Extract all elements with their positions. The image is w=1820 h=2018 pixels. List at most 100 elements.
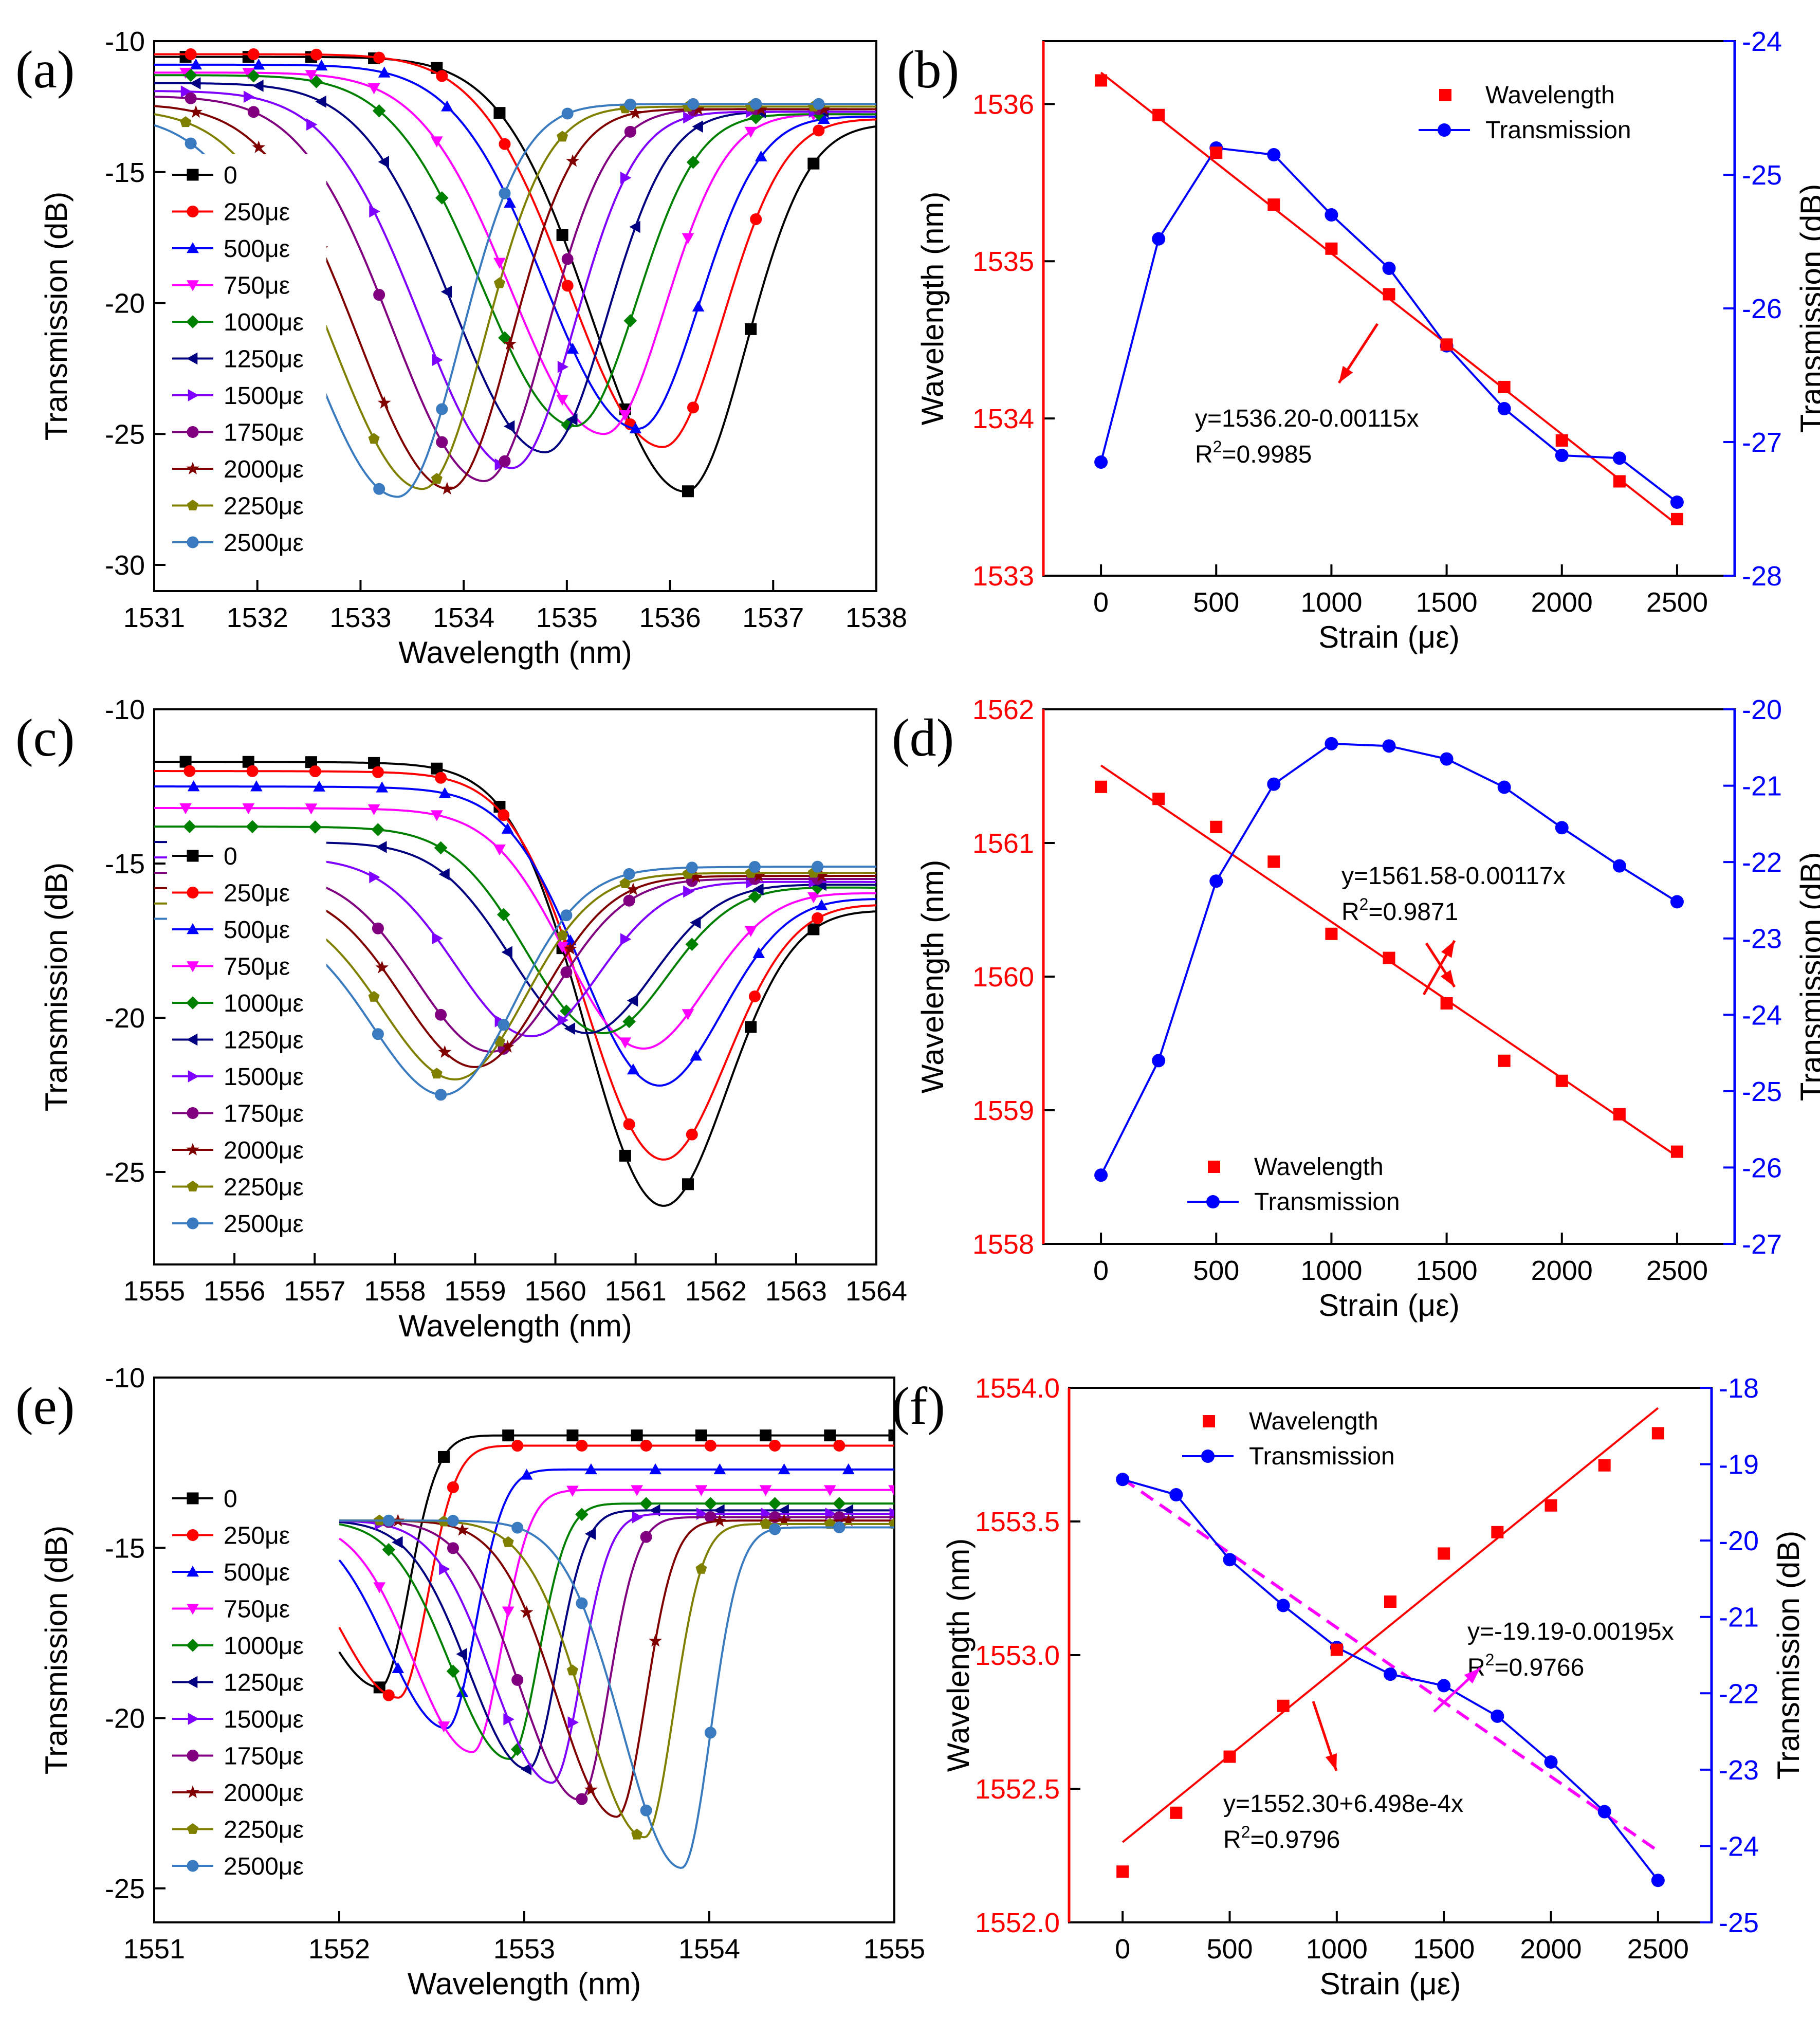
panel-0: (a) 1531 1532 1533 1534 1535 1536 1537 1538 -10 -1… xyxy=(15,26,907,670)
legend-label: 0 xyxy=(224,162,237,189)
spectrum-marker-2 xyxy=(818,113,830,124)
spectrum-line-5 xyxy=(339,1509,894,1770)
legend-label: Wavelength xyxy=(1485,82,1615,109)
legend-marker-wavelength xyxy=(1439,89,1451,101)
x-tick-label: 1532 xyxy=(227,602,288,633)
spectrum-marker-1 xyxy=(748,990,761,1002)
legend-label: 1750με xyxy=(224,1743,304,1770)
legend-label: 500με xyxy=(224,1559,290,1586)
y2-tick-label: -21 xyxy=(1719,1602,1759,1633)
spectrum-marker-10 xyxy=(833,1521,845,1534)
y2-tick-label: -21 xyxy=(1742,771,1782,802)
spectrum-marker-2 xyxy=(815,899,828,910)
fit-line-0 xyxy=(1122,1407,1659,1843)
y-tick-label: 1535 xyxy=(972,246,1034,277)
legend-label: 2250με xyxy=(224,1174,304,1201)
spectrum-marker-1 xyxy=(511,1440,524,1452)
y2-tick-label: -24 xyxy=(1719,1831,1759,1862)
y2-tick-label: -24 xyxy=(1742,26,1782,57)
legend-label: 1500με xyxy=(224,1706,304,1733)
spectrum-marker-8 xyxy=(584,1783,598,1796)
legend-marker xyxy=(187,1107,199,1119)
x-tick-label: 1500 xyxy=(1416,587,1478,618)
spectrum-marker-9 xyxy=(824,1518,836,1529)
spectrum-marker-3 xyxy=(242,803,255,815)
legend-marker xyxy=(187,499,199,510)
legend: Wavelength Transmission xyxy=(1182,1408,1395,1470)
spectrum-marker-3 xyxy=(556,394,568,406)
spectrum-marker-6 xyxy=(557,360,569,373)
transmission-point xyxy=(1152,232,1166,246)
spectrum-marker-10 xyxy=(372,1028,384,1040)
transmission-point xyxy=(1612,451,1626,465)
wavelength-point xyxy=(1651,1427,1664,1440)
spectrum-marker-7 xyxy=(640,1531,652,1543)
spectrum-marker-4 xyxy=(768,1497,782,1510)
x-tick-label: 0 xyxy=(1093,1255,1109,1286)
spectrum-marker-10 xyxy=(812,860,824,873)
wavelength-point xyxy=(1498,1054,1511,1067)
r-superscript: 2 xyxy=(1213,437,1222,456)
spectrum-marker-7 xyxy=(560,966,573,978)
spectrum-marker-2 xyxy=(313,780,325,792)
spectrum-marker-0 xyxy=(745,323,757,335)
spectrum-marker-9 xyxy=(557,929,568,941)
spectrum-marker-0 xyxy=(619,1149,631,1162)
spectrum-marker-5 xyxy=(627,994,638,1007)
spectrum-marker-10 xyxy=(560,909,573,922)
spectrum-marker-6 xyxy=(439,1563,450,1575)
spectrum-marker-6 xyxy=(632,1511,644,1524)
legend-label: 0 xyxy=(224,843,237,870)
spectrum-marker-6 xyxy=(369,871,380,884)
spectrum-marker-1 xyxy=(373,51,385,64)
plot-frame xyxy=(153,708,877,1265)
x-tick-label: 1557 xyxy=(284,1276,345,1307)
legend-label: 2000με xyxy=(224,456,304,483)
transmission-point xyxy=(1116,1473,1130,1487)
legend-marker xyxy=(187,169,199,181)
legend-label: 2500με xyxy=(224,1853,304,1880)
y2-tick-label: -19 xyxy=(1719,1450,1759,1480)
spectrum-marker-8 xyxy=(440,482,454,495)
legend-marker xyxy=(188,1070,199,1083)
y-tick-label: -20 xyxy=(105,1703,145,1734)
x-tick-label: 2000 xyxy=(1531,1255,1593,1286)
spectrum-marker-1 xyxy=(561,280,574,292)
legend-marker xyxy=(186,996,199,1010)
spectrum-line-3 xyxy=(154,807,876,1050)
spectrum-marker-1 xyxy=(247,48,260,61)
spectrum-marker-0 xyxy=(760,1429,772,1442)
spectrum-marker-3 xyxy=(502,1606,514,1618)
legend-label: 1750με xyxy=(224,419,304,447)
legend-label: 1750με xyxy=(224,1100,304,1128)
y2-axis-label: Transmission (dB) xyxy=(1794,184,1820,433)
wavelength-point xyxy=(1384,1595,1396,1608)
y-tick-label: -20 xyxy=(105,288,145,319)
legend: Wavelength Transmission xyxy=(1419,82,1631,144)
transmission-point xyxy=(1440,752,1454,766)
spectrum-marker-2 xyxy=(250,780,263,792)
y2-tick-label: -23 xyxy=(1742,924,1782,955)
legend-marker-transmission xyxy=(1438,123,1451,137)
spectrum-marker-4 xyxy=(247,69,261,83)
x-tick-label: 1560 xyxy=(524,1276,586,1307)
legend-marker xyxy=(188,389,199,401)
y-tick-label: -30 xyxy=(105,550,145,581)
spectrum-marker-3 xyxy=(759,1485,772,1496)
wavelength-point xyxy=(1670,1145,1683,1158)
spectrum-line-2 xyxy=(154,63,876,430)
spectrum-marker-0 xyxy=(807,157,820,170)
legend-label: 750με xyxy=(224,953,290,981)
spectrum-marker-1 xyxy=(813,124,825,137)
legend-marker xyxy=(187,1565,199,1577)
spectrum-marker-7 xyxy=(436,436,448,448)
spectrum-marker-2 xyxy=(252,59,265,70)
spectrum-marker-1 xyxy=(499,138,511,150)
legend-marker xyxy=(187,426,199,438)
legend-label: 250με xyxy=(224,199,290,226)
x-tick-label: 1552 xyxy=(308,1934,370,1965)
legend: Wavelength Transmission xyxy=(1187,1153,1400,1216)
spectrum-marker-4 xyxy=(372,104,386,118)
legend-marker xyxy=(187,923,199,934)
r-symbol: R xyxy=(1341,898,1359,926)
